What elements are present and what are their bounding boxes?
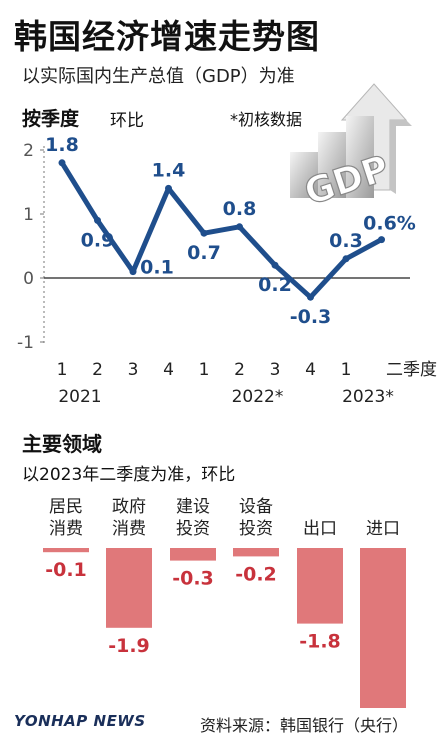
data-point [58, 159, 66, 167]
gdp-bars-shape [290, 116, 374, 198]
data-point [129, 268, 137, 276]
bar-value-label: -0.1 [45, 559, 87, 581]
data-point [236, 223, 243, 231]
data-label: 0.7 [187, 242, 221, 264]
sector-section-subtitle: 以2023年二季度为准，环比 [22, 465, 236, 485]
series-line [59, 160, 384, 300]
quarter-label: 4 [163, 360, 174, 380]
sector-section-title: 主要领域 [22, 432, 102, 456]
quarter-label: 1 [341, 360, 352, 380]
data-point [165, 184, 172, 192]
quarterly-section-title: 按季度 [22, 108, 80, 130]
quarter-label: 2 [92, 360, 103, 380]
quarter-label: 4 [305, 360, 316, 380]
bar-value-label: -0.3 [172, 568, 214, 590]
data-label: 0.6% [363, 213, 416, 235]
quarter-label: 1 [57, 360, 68, 380]
yonhap-news-logo: YONHAP NEWS [14, 712, 146, 730]
data-point [200, 229, 208, 237]
bar [43, 548, 89, 553]
bar-value-label: -1.8 [299, 631, 341, 653]
data-label: 1.8 [45, 134, 79, 156]
quarter-label: 1 [199, 360, 210, 380]
category-label: 投资 [176, 519, 210, 539]
data-point [307, 293, 314, 301]
quarterly-section-subtitle: 环比 [110, 111, 144, 131]
category-label: 消费 [49, 519, 83, 539]
data-label: 0.8 [223, 198, 257, 220]
y-tick-label: 1 [23, 205, 34, 225]
data-label: 0.2 [258, 274, 292, 296]
data-point [271, 261, 279, 269]
year-label: 2022* [232, 387, 284, 407]
quarter-label: 3 [128, 360, 139, 380]
data-label: 0.9 [81, 229, 115, 251]
bar [297, 548, 343, 624]
year-label: 2021 [58, 387, 101, 407]
bar [170, 548, 216, 561]
data-label: 0.3 [329, 230, 363, 252]
category-label: 政府 [112, 497, 146, 517]
bar [360, 548, 406, 708]
quarter-label: 二季度 [386, 360, 437, 380]
bar-value-label: -0.2 [235, 563, 277, 585]
category-label: 建设 [176, 497, 210, 517]
gdp-graphic: GDP [290, 83, 412, 212]
data-point [342, 255, 350, 263]
category-label: 设备 [239, 497, 273, 517]
quarterly-growth-line-chart: 2 1 0 -1 1.8 0.9 0.1 1.4 0.70.8 0.2 -0.3 0.30.6% 1 2 3… [17, 134, 437, 407]
sector-growth-bar-chart: 居民消费-0.1政府消费-1.9建设投资-0.3设备投资-0.2出口-1.8进口… [43, 497, 406, 708]
data-point [94, 216, 101, 224]
page-title: 韩国经济增速走势图 [14, 17, 320, 56]
quarter-label: 2 [234, 360, 245, 380]
y-tick-label: -1 [17, 333, 34, 353]
data-label: 1.4 [152, 159, 186, 181]
category-label: 出口 [303, 519, 337, 539]
bar [106, 548, 152, 628]
category-label: 消费 [112, 519, 146, 539]
data-label: 0.1 [140, 257, 174, 279]
category-label: 投资 [239, 519, 273, 539]
data-source: 资料来源：韩国银行（央行） [200, 716, 409, 735]
data-point [378, 236, 385, 244]
data-label: -0.3 [290, 306, 332, 328]
bar [233, 548, 279, 557]
y-tick-label: 0 [23, 269, 34, 289]
y-tick-label: 2 [23, 141, 34, 161]
page-subtitle: 以实际国内生产总值（GDP）为准 [22, 66, 295, 87]
preliminary-data-note: *初核数据 [230, 110, 303, 129]
quarter-label: 3 [270, 360, 281, 380]
category-label: 居民 [49, 497, 83, 517]
bar-value-label: -1.9 [108, 635, 150, 657]
year-label: 2023* [342, 387, 394, 407]
category-label: 进口 [366, 519, 400, 539]
